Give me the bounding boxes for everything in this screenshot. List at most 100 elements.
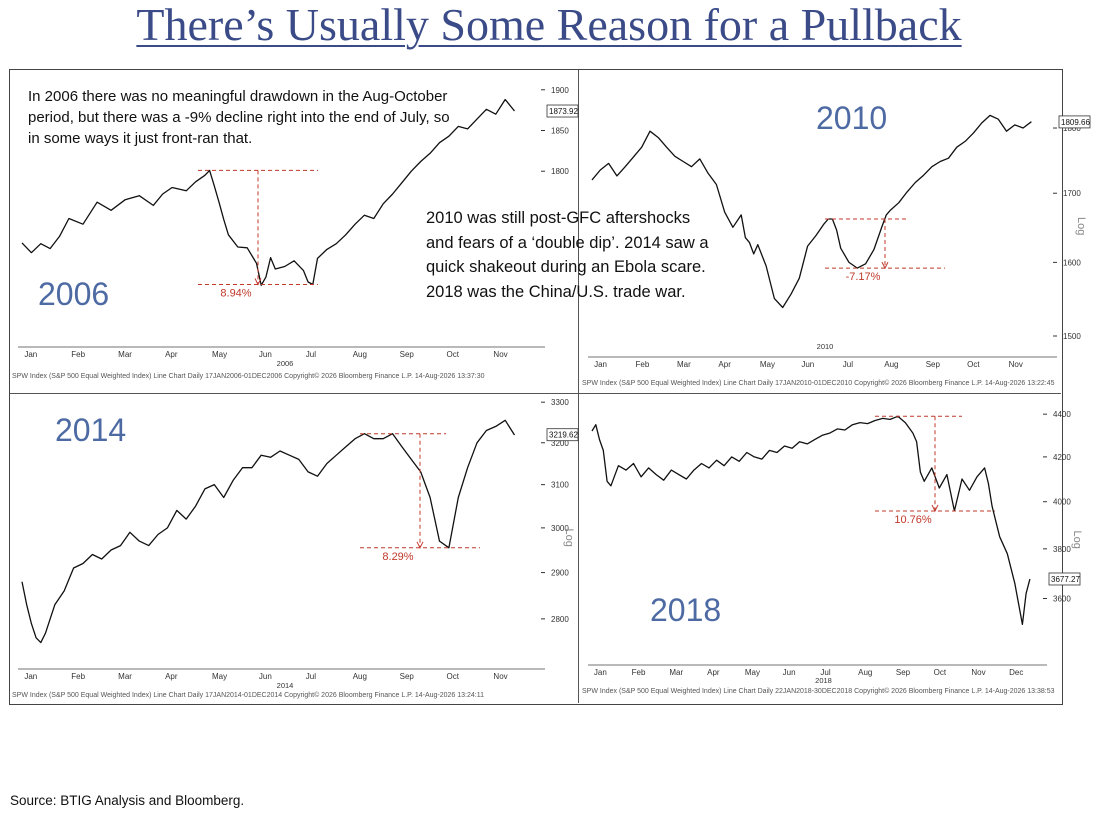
- grid-divider-vertical: [578, 70, 579, 703]
- month-tick-label: May: [212, 350, 227, 359]
- month-tick-label: Sep: [400, 672, 415, 681]
- last-value-label: 1809.66: [1061, 118, 1090, 127]
- price-line-2014: [21, 419, 516, 644]
- y-tick-label: 3000: [551, 524, 569, 533]
- last-value-label: 3677.27: [1051, 575, 1080, 584]
- chart-panel-2006: 1800 1850 1900 1873.92 Jan Feb Mar Apr May Jun Jul…: [12, 86, 578, 380]
- drawdown-arrowhead: [931, 504, 939, 513]
- month-tick-label: Jun: [259, 350, 272, 359]
- month-tick-label: May: [212, 672, 227, 681]
- drawdown-arrowhead: [416, 541, 424, 549]
- y-tick-label: 3200: [551, 439, 569, 448]
- chart-footer-text: SPW Index (S&P 500 Equal Weighted Index)…: [12, 372, 485, 380]
- month-tick-label: Sep: [926, 360, 941, 369]
- log-axis-label: Log: [1075, 217, 1087, 235]
- month-tick-label: May: [760, 360, 775, 369]
- month-tick-label: Mar: [118, 672, 132, 681]
- month-tick-label: Oct: [447, 672, 460, 681]
- y-tick-label: 1800: [551, 167, 569, 176]
- month-tick-label: Sep: [896, 668, 911, 677]
- log-axis-label: Log: [563, 529, 575, 547]
- y-tick-label: 1700: [1063, 189, 1081, 198]
- month-tick-label: Aug: [858, 668, 872, 677]
- month-tick-label: Nov: [493, 672, 507, 681]
- price-line-2018: [591, 415, 1031, 626]
- y-tick-label: 2900: [551, 569, 569, 578]
- month-tick-label: Oct: [447, 350, 460, 359]
- y-tick-label: 1600: [1063, 258, 1081, 267]
- month-tick-label: Mar: [669, 668, 683, 677]
- month-tick-label: Aug: [884, 360, 898, 369]
- month-tick-label: Mar: [118, 350, 132, 359]
- month-tick-label: Nov: [1009, 360, 1023, 369]
- month-tick-label: Sep: [400, 350, 415, 359]
- grid-divider-horizontal: [10, 393, 1061, 394]
- month-tick-label: Jan: [594, 360, 607, 369]
- chart-grid-frame: [9, 69, 1063, 705]
- month-tick-label: Jul: [820, 668, 830, 677]
- y-tick-label: 4000: [1053, 498, 1071, 507]
- month-tick-label: Nov: [493, 350, 507, 359]
- month-tick-label: Aug: [353, 350, 367, 359]
- note-middle: 2010 was still post-GFC aftershocks and …: [426, 209, 709, 301]
- drawdown-label: 8.94%: [220, 287, 251, 299]
- month-tick-label: Nov: [971, 668, 985, 677]
- y-tick-label: 3800: [1053, 545, 1071, 554]
- month-tick-label: Apr: [707, 668, 720, 677]
- chart-panel-2014: 2800 2900 3000 3100 3200 3300 3219.62 Jan Feb Mar…: [12, 398, 578, 699]
- chart-footer-text: SPW Index (S&P 500 Equal Weighted Index)…: [12, 691, 484, 699]
- last-value-label: 1873.92: [549, 107, 578, 116]
- y-tick-label: 1850: [551, 127, 569, 136]
- y-tick-label: 4400: [1053, 410, 1071, 419]
- last-value-box: [546, 428, 579, 442]
- year-axis-label: 2010: [817, 342, 834, 351]
- month-tick-label: Feb: [636, 360, 650, 369]
- drawdown-label: -7.17%: [846, 271, 881, 283]
- last-value-box: [1058, 115, 1091, 129]
- slide-title: There’s Usually Some Reason for a Pullba…: [136, 0, 962, 50]
- year-axis-label: 2014: [277, 681, 294, 690]
- last-value-box: [546, 104, 579, 118]
- big-year-label-2018: 2018: [650, 592, 722, 628]
- y-tick-label: 3600: [1053, 594, 1071, 603]
- month-tick-label: Jul: [306, 672, 316, 681]
- month-tick-label: Jun: [259, 672, 272, 681]
- y-tick-label: 3300: [551, 398, 569, 407]
- y-tick-label: 1500: [1063, 332, 1081, 341]
- big-year-label-2010: 2010: [816, 100, 888, 136]
- y-tick-label: 1900: [551, 86, 569, 95]
- y-tick-label: 1800: [1063, 124, 1081, 133]
- month-tick-label: Jan: [24, 350, 37, 359]
- month-tick-label: Jun: [783, 668, 796, 677]
- year-axis-label: 2018: [815, 676, 832, 685]
- chart-footer-text: SPW Index (S&P 500 Equal Weighted Index)…: [582, 379, 1055, 387]
- month-tick-label: Oct: [934, 668, 947, 677]
- note-2006: In 2006 there was no meaningful drawdown…: [28, 88, 450, 147]
- price-line-2010: [591, 114, 1032, 309]
- month-tick-label: Feb: [71, 672, 85, 681]
- drawdown-arrowhead: [881, 261, 889, 270]
- big-year-label-2006: 2006: [38, 276, 110, 312]
- chart-footer-text: SPW Index (S&P 500 Equal Weighted Index)…: [582, 687, 1055, 695]
- big-year-label-2014: 2014: [55, 412, 127, 448]
- drawdown-arrowhead: [254, 278, 262, 286]
- month-tick-label: Jul: [843, 360, 853, 369]
- month-tick-label: Jun: [801, 360, 814, 369]
- log-axis-label: Log: [1071, 531, 1083, 549]
- month-tick-label: Apr: [718, 360, 731, 369]
- month-tick-label: Aug: [353, 672, 367, 681]
- drawdown-label: 8.29%: [382, 551, 413, 563]
- y-tick-label: 3100: [551, 481, 569, 490]
- drawdown-label: 10.76%: [894, 514, 932, 526]
- y-tick-label: 2800: [551, 615, 569, 624]
- year-axis-label: 2006: [277, 359, 294, 368]
- month-tick-label: Dec: [1009, 668, 1023, 677]
- y-tick-label: 4200: [1053, 453, 1071, 462]
- month-tick-label: Mar: [677, 360, 691, 369]
- month-tick-label: Apr: [165, 350, 178, 359]
- price-line-2006: [21, 98, 516, 286]
- month-tick-label: May: [745, 668, 760, 677]
- month-tick-label: Oct: [967, 360, 980, 369]
